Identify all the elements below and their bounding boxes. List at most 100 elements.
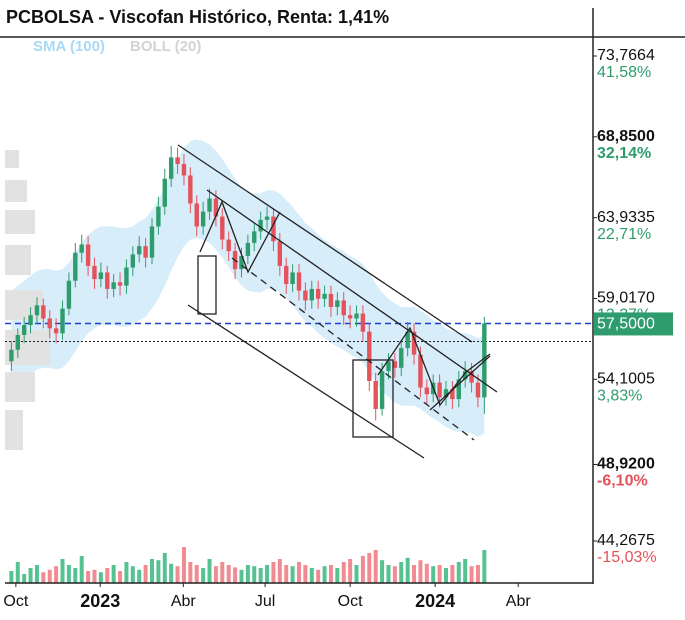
y-tick-sublabel: 32,14% (597, 145, 651, 162)
candle-body (469, 371, 474, 383)
candle-body (181, 163, 187, 176)
volume-bar (9, 571, 14, 583)
volume-bar (22, 574, 27, 583)
volume-bar (463, 559, 468, 583)
candle-body (98, 272, 104, 280)
y-tick-label: 63,9335 (597, 209, 655, 226)
y-tick-label: 59,0170 (597, 290, 655, 307)
volume-bar (111, 565, 116, 583)
candle-body (28, 315, 33, 326)
candle-body (226, 239, 231, 252)
volume-bar (47, 569, 52, 583)
volume-bar (367, 553, 372, 583)
volume-bar (124, 562, 129, 583)
chart-title: PCBOLSA - Viscofan Histórico, Renta: 1,4… (6, 7, 389, 27)
y-tick-sublabel: 3,83% (597, 388, 642, 405)
candle-body (424, 387, 430, 395)
volume-bar (475, 565, 480, 583)
drawings (177, 144, 498, 459)
volume-bar (328, 565, 333, 583)
x-tick-label: 2023 (80, 591, 120, 611)
volume-bar (469, 566, 474, 583)
band-layer (11, 139, 485, 437)
volume-bar (284, 565, 289, 583)
last-price-label: 57,5000 (597, 316, 655, 333)
candle-body (143, 246, 148, 258)
candle-body (79, 244, 84, 253)
volume-bar (290, 566, 295, 583)
candle-body (475, 382, 481, 398)
volume-bar (233, 567, 238, 583)
volume-bar (175, 566, 180, 583)
volume-bar (86, 571, 91, 583)
candle-body (309, 288, 314, 301)
candle-body (105, 272, 110, 289)
candle-body (194, 203, 199, 227)
volume-bar (405, 557, 410, 583)
volume-bar (412, 565, 417, 583)
volume-bar (28, 568, 33, 583)
y-tick-label: 68,8500 (597, 128, 655, 145)
x-tick-label: Abr (506, 593, 532, 610)
legend-sma: SMA (100) (33, 38, 105, 55)
volume-bar (79, 556, 84, 583)
volume-profile (5, 150, 50, 450)
candle-body (53, 328, 59, 334)
candle-body (73, 252, 78, 281)
candle-body (450, 389, 455, 400)
volume-bar (201, 568, 206, 583)
x-tick-label: Jul (255, 593, 275, 610)
volume-bar (220, 562, 225, 583)
volume-bar (137, 569, 142, 583)
candle-body (418, 354, 423, 388)
candle-body (284, 265, 289, 284)
candle-body (111, 282, 116, 289)
volume-bar (239, 569, 244, 583)
volume-bar (66, 565, 71, 583)
volume-bar (98, 572, 103, 583)
candle-body (9, 349, 14, 362)
y-tick-label: 54,1005 (597, 371, 655, 388)
candle-body (207, 198, 212, 212)
volume-bar (309, 568, 314, 583)
last-price-badge (594, 312, 673, 336)
volume-bar (105, 568, 110, 583)
volume-bar (41, 572, 46, 583)
candle-body (15, 334, 20, 350)
volume-bar (335, 568, 340, 583)
candle-body (399, 348, 404, 368)
candle-body (443, 389, 449, 398)
y-tick-label: 73,7664 (597, 47, 655, 64)
y-tick-sublabel: -15,03% (597, 549, 657, 566)
candle-body (456, 379, 461, 400)
volume-bar (60, 559, 65, 583)
volume-bar (437, 565, 442, 583)
candle-body (392, 361, 398, 368)
candle-body (21, 325, 27, 335)
candle-body (188, 175, 193, 204)
candle-body (373, 380, 378, 409)
candle-body (156, 206, 161, 227)
candle-body (85, 244, 91, 266)
candle-body (47, 318, 52, 329)
candle-body (124, 267, 129, 286)
candle-body (200, 211, 206, 227)
x-tick-label: Abr (171, 593, 197, 610)
candle-body (367, 331, 372, 381)
candle-body (66, 280, 72, 309)
candle-body (277, 241, 283, 266)
candle-body (360, 313, 366, 332)
volume-bar (482, 550, 487, 583)
volume-bar (424, 563, 429, 583)
candle-body (354, 313, 359, 319)
volume-bar (450, 565, 455, 583)
volume-bar (54, 566, 59, 583)
candle-body (411, 331, 417, 355)
volume-bar (258, 568, 263, 583)
volume-bar (143, 565, 148, 583)
volume-bar (348, 559, 353, 583)
legend-boll: BOLL (20) (130, 38, 201, 55)
candle-body (335, 300, 340, 307)
candle-body (239, 256, 244, 270)
volume-bar (188, 562, 193, 583)
